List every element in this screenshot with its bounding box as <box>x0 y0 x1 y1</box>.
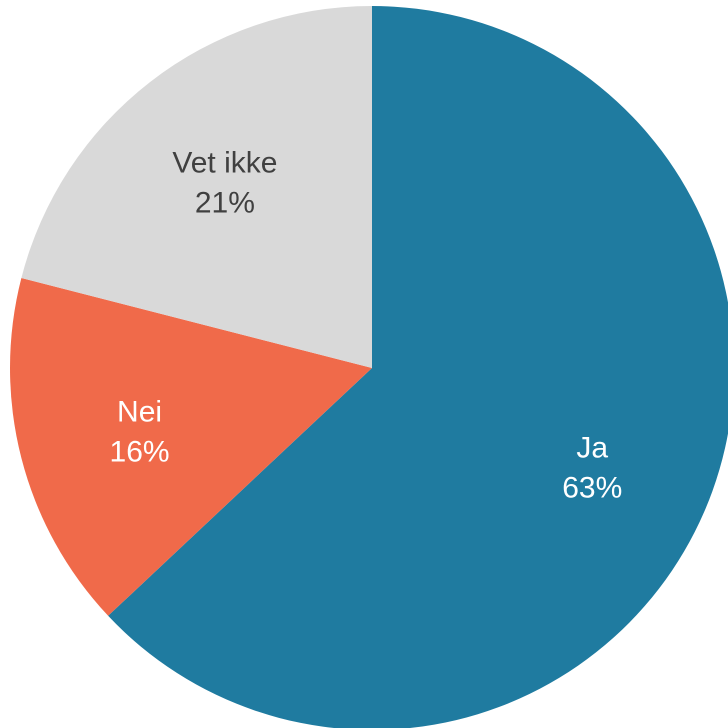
slice-value-label: 63% <box>562 471 622 504</box>
slice-label-vet-ikke: Vet ikke 21% <box>172 146 277 219</box>
slice-category-label: Vet ikke <box>172 146 277 179</box>
slice-value-label: 16% <box>110 436 170 469</box>
pie-slice-vet-ikke <box>21 6 373 368</box>
slice-label-nei: Nei 16% <box>110 396 170 469</box>
slice-value-label: 21% <box>195 186 255 219</box>
slice-category-label: Nei <box>117 396 162 429</box>
pie-slice-nei <box>10 277 372 616</box>
pie-slice-ja <box>108 6 728 728</box>
pie-labels: Ja 63% Nei 16% Vet ikke 21% <box>110 146 623 504</box>
pie-slices <box>10 6 728 728</box>
slice-category-label: Ja <box>576 431 608 464</box>
slice-label-ja: Ja 63% <box>562 431 622 504</box>
